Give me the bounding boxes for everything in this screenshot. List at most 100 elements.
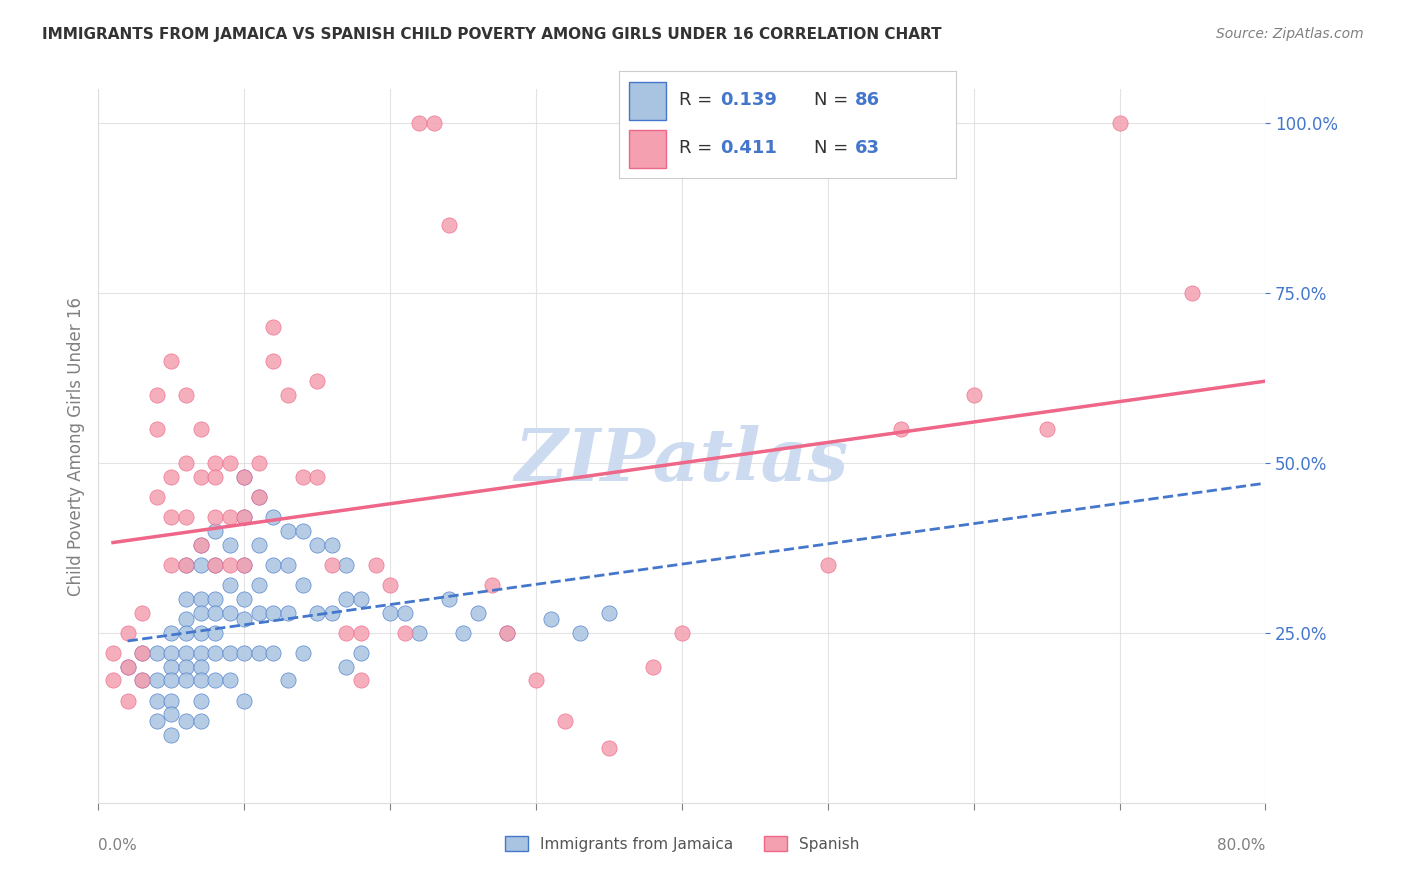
Point (423, 116, 446, 130)
Point (233, 510, 256, 524)
Point (247, 490, 270, 504)
Point (190, 558, 212, 572)
Text: 86: 86 (855, 91, 880, 109)
Point (160, 626, 183, 640)
Text: ZIPatlas: ZIPatlas (515, 425, 849, 496)
Point (190, 422, 212, 436)
Point (1035, 422, 1057, 436)
Point (174, 456, 197, 470)
Point (204, 646, 226, 660)
Point (160, 558, 183, 572)
Point (364, 558, 387, 572)
Point (1181, 286, 1204, 301)
Point (146, 388, 169, 402)
Point (307, 606, 329, 620)
Point (291, 524, 314, 538)
Point (218, 606, 240, 620)
Point (277, 558, 299, 572)
Text: R =: R = (679, 139, 718, 157)
Point (1108, 116, 1130, 130)
Point (160, 694, 183, 708)
Point (190, 591, 212, 606)
Point (408, 626, 430, 640)
Point (262, 558, 284, 572)
FancyBboxPatch shape (628, 130, 666, 168)
Text: 0.411: 0.411 (720, 139, 776, 157)
Point (174, 510, 197, 524)
Point (218, 646, 240, 660)
Point (160, 728, 183, 742)
Text: R =: R = (679, 91, 718, 109)
Point (117, 694, 139, 708)
Text: IMMIGRANTS FROM JAMAICA VS SPANISH CHILD POVERTY AMONG GIRLS UNDER 16 CORRELATIO: IMMIGRANTS FROM JAMAICA VS SPANISH CHILD… (42, 27, 942, 42)
Point (117, 660, 139, 674)
Point (204, 510, 226, 524)
Point (117, 660, 139, 674)
Point (174, 558, 197, 572)
Point (247, 606, 270, 620)
Point (218, 673, 240, 688)
Text: N =: N = (814, 91, 855, 109)
Point (190, 626, 212, 640)
Point (350, 591, 373, 606)
Point (598, 606, 620, 620)
Point (481, 578, 503, 592)
Point (146, 714, 169, 729)
Point (568, 626, 591, 640)
Point (350, 646, 373, 660)
Point (204, 591, 226, 606)
Point (467, 606, 489, 620)
Point (277, 673, 299, 688)
Point (335, 558, 357, 572)
Point (204, 524, 226, 538)
Point (671, 626, 693, 640)
Point (190, 606, 212, 620)
Point (394, 606, 416, 620)
Point (160, 469, 183, 483)
Point (408, 116, 430, 130)
Point (233, 469, 256, 483)
Point (233, 612, 256, 626)
Point (218, 578, 240, 592)
Point (233, 558, 256, 572)
Point (262, 510, 284, 524)
Point (131, 606, 153, 620)
Point (204, 469, 226, 483)
Point (160, 354, 183, 368)
Point (146, 673, 169, 688)
Point (218, 510, 240, 524)
Point (451, 626, 474, 640)
Point (204, 456, 226, 470)
Point (437, 218, 460, 232)
Text: 80.0%: 80.0% (1218, 838, 1265, 854)
Point (335, 591, 357, 606)
Point (291, 578, 314, 592)
Point (190, 646, 212, 660)
Point (437, 591, 460, 606)
Text: 0.139: 0.139 (720, 91, 776, 109)
Point (146, 490, 169, 504)
Point (262, 646, 284, 660)
Point (307, 469, 329, 483)
Point (174, 591, 197, 606)
Point (247, 537, 270, 551)
Point (160, 707, 183, 722)
Point (496, 626, 519, 640)
Legend: Immigrants from Jamaica, Spanish: Immigrants from Jamaica, Spanish (498, 828, 866, 859)
Point (160, 510, 183, 524)
Point (321, 537, 343, 551)
Point (131, 673, 153, 688)
Point (174, 714, 197, 729)
Point (174, 673, 197, 688)
Point (291, 469, 314, 483)
Point (307, 375, 329, 389)
Point (524, 673, 547, 688)
Point (335, 660, 357, 674)
Point (204, 606, 226, 620)
Point (233, 591, 256, 606)
Point (218, 456, 240, 470)
Point (394, 626, 416, 640)
Point (277, 606, 299, 620)
Point (962, 388, 984, 402)
Point (146, 646, 169, 660)
